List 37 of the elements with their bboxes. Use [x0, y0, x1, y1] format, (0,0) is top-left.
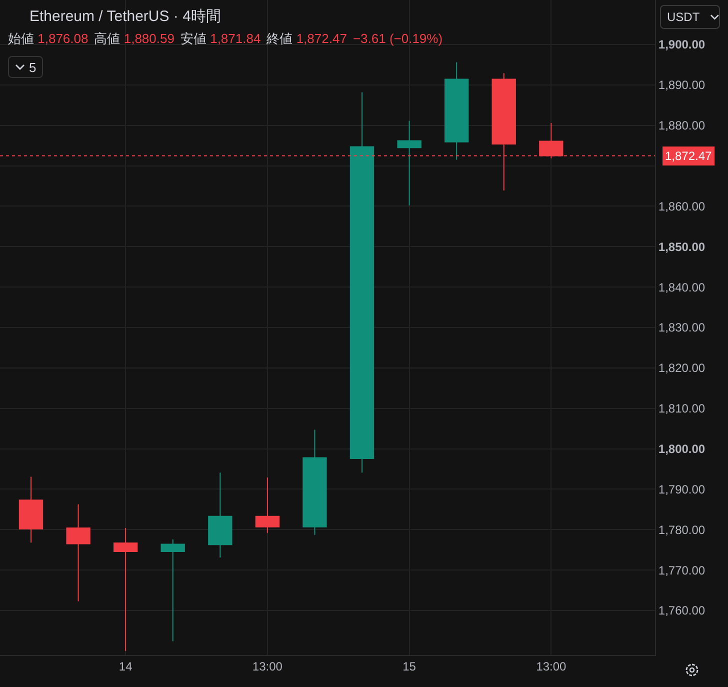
candlestick	[113, 528, 138, 652]
y-tick-label: 1,790.00	[658, 482, 706, 496]
y-tick-label: 1,880.00	[658, 118, 706, 133]
candlestick	[397, 120, 422, 206]
y-tick-label: 1,770.00	[658, 563, 706, 578]
y-tick-label: 1,840.00	[658, 280, 706, 294]
annotation: 高値 1,880.59	[94, 31, 174, 46]
y-tick-label: 1,800.00	[658, 442, 706, 456]
y-tick-label: 1,820.00	[658, 361, 706, 376]
annotation: 終値 1,872.47	[266, 31, 347, 46]
x-tick-label: 13:00	[252, 659, 283, 674]
candlestick	[18, 476, 44, 544]
candlestick	[350, 92, 374, 474]
candlestick	[66, 504, 90, 602]
text: Ethereum / TetherUS · 4時間	[29, 8, 221, 25]
candlestick	[255, 477, 280, 534]
candlestick	[444, 62, 469, 160]
x-tick-label: 14	[118, 659, 133, 674]
ref-line-label: 1,872.47	[665, 149, 712, 163]
y-tick-label: 1,760.00	[658, 604, 706, 618]
text: USDT	[667, 10, 700, 24]
y-tick-label: 1,810.00	[658, 402, 706, 416]
y-tick-label: 1,890.00	[658, 78, 706, 92]
y-tick-label: 1,860.00	[658, 199, 706, 214]
y-tick-label: 1,830.00	[658, 320, 706, 335]
candlestick	[302, 429, 327, 536]
y-tick-label: 1,900.00	[658, 38, 706, 52]
y-tick-label: 1,850.00	[658, 240, 706, 254]
x-tick-label: 13:00	[536, 659, 566, 674]
x-tick-label: 15	[402, 659, 416, 674]
candlestick	[160, 538, 185, 642]
annotation: 始値 1,876.08	[8, 31, 88, 46]
y-tick-label: 1,780.00	[658, 522, 706, 537]
candlestick	[208, 472, 232, 558]
annotation: 安値 1,871.84	[180, 31, 261, 46]
annotation: 5	[29, 60, 36, 74]
annotation: −3.61 (−0.19%)	[352, 31, 443, 46]
